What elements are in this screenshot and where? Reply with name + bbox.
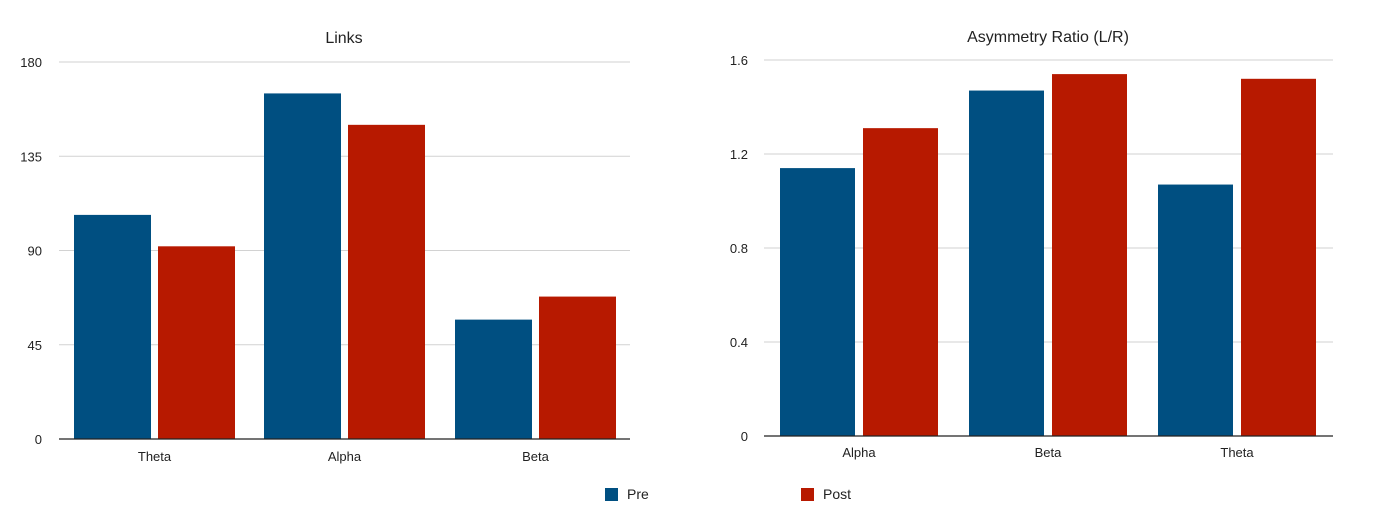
category-label: Beta [1035,445,1063,460]
bar-post-theta [158,246,235,439]
category-label: Theta [138,449,172,464]
bar-pre-theta [1158,184,1233,436]
y-tick-label: 0 [741,429,748,444]
bar-post-beta [539,296,616,439]
y-tick-label: 180 [20,55,42,70]
category-label: Beta [522,449,550,464]
bar-pre-alpha [780,168,855,436]
bar-pre-beta [455,319,532,439]
legend-item-pre: Pre [605,486,649,502]
chart-asymmetry-ratio: Asymmetry Ratio (L/R) 0 0.4 0.8 1.2 1.6 Alph… [730,29,1333,460]
bar-pre-theta [74,214,151,439]
y-tick-label: 1.2 [730,147,748,162]
category-labels-links: Theta Alpha Beta [138,449,550,464]
category-label: Alpha [328,449,362,464]
legend-item-post: Post [801,486,851,502]
bar-pre-beta [969,90,1044,437]
y-tick-label: 0.8 [730,241,748,256]
bars-links [74,93,616,440]
chart-title-links: Links [325,30,362,47]
y-tick-labels-asymmetry-ratio: 0 0.4 0.8 1.2 1.6 [730,53,748,444]
chart-links: Links 0 45 90 135 180 Theta Alpha Beta [20,30,630,464]
bar-post-theta [1241,78,1316,437]
y-tick-labels-links: 0 45 90 135 180 [20,55,42,447]
chart-title-asymmetry-ratio: Asymmetry Ratio (L/R) [967,29,1129,46]
bars-asymmetry-ratio [780,74,1316,437]
gridlines-links [59,61,630,346]
bar-pre-alpha [264,93,341,440]
y-tick-label: 0.4 [730,335,748,350]
legend-label-post: Post [823,486,852,502]
legend: Pre Post [0,486,1379,506]
category-labels-asymmetry-ratio: Alpha Beta Theta [842,445,1254,460]
legend-swatch-pre [605,487,618,501]
gridlines-asymmetry-ratio [764,59,1333,343]
y-tick-label: 0 [35,432,42,447]
bar-post-beta [1052,74,1127,436]
y-tick-label: 1.6 [730,53,748,68]
y-tick-label: 135 [20,149,42,164]
legend-label-pre: Pre [627,486,649,502]
category-label: Alpha [842,445,876,460]
bar-post-alpha [863,128,938,436]
y-tick-label: 90 [28,244,42,259]
legend-swatch-post [801,487,814,501]
bar-post-alpha [348,124,425,439]
category-label: Theta [1220,445,1254,460]
y-tick-label: 45 [28,338,42,353]
